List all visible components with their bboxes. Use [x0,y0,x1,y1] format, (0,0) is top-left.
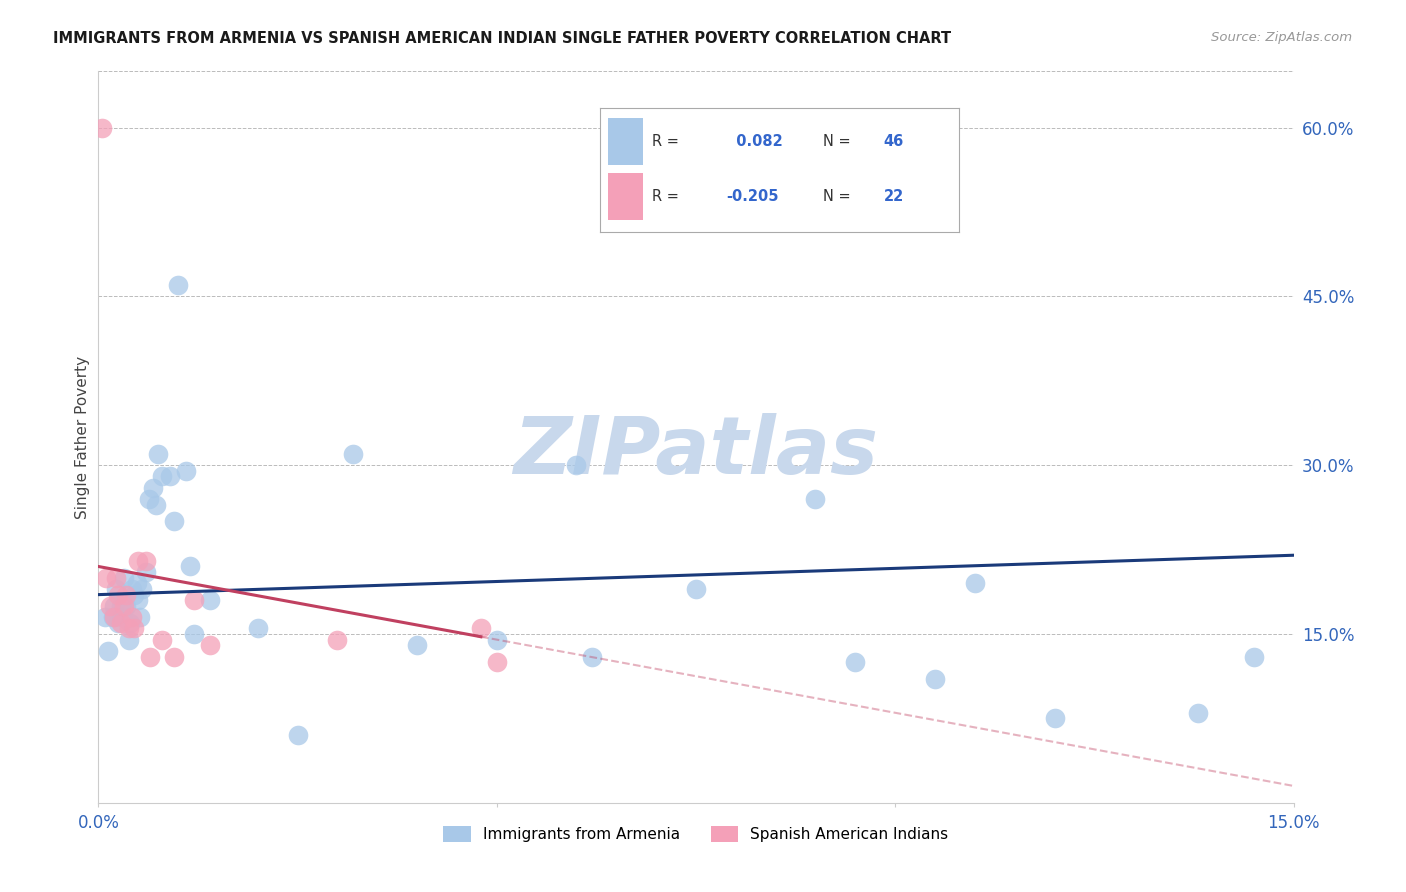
Point [103,610,125,624]
Point [124,621,146,635]
Point [104,571,127,585]
Point [183,627,205,641]
Point [107,615,129,630]
Point [91,120,114,135]
Point [924,672,946,686]
Point [246,621,269,635]
Point [131,582,153,596]
Point [163,515,186,529]
Text: IMMIGRANTS FROM ARMENIA VS SPANISH AMERICAN INDIAN SINGLE FATHER POVERTY CORRELA: IMMIGRANTS FROM ARMENIA VS SPANISH AMERI… [53,31,952,46]
Point [135,554,157,568]
Point [167,278,190,293]
Point [127,593,149,607]
Point [118,632,141,647]
Point [107,588,129,602]
Text: Source: ZipAtlas.com: Source: ZipAtlas.com [1212,31,1353,45]
Point [96,571,118,585]
Point [115,588,138,602]
Point [138,491,160,506]
Point [150,469,173,483]
Point [97,644,120,658]
Point [118,621,141,635]
Point [148,447,170,461]
Point [125,576,148,591]
Point [121,610,143,624]
Point [128,610,150,624]
Point [127,554,149,568]
Point [135,565,157,579]
Point [963,576,986,591]
Point [101,610,124,624]
Point [139,649,162,664]
Point [145,498,167,512]
Point [124,588,146,602]
Point [121,582,143,596]
Point [98,599,122,613]
Point [1043,711,1066,725]
Point [565,458,588,473]
Point [198,638,221,652]
Point [112,571,135,585]
Point [342,447,364,461]
Point [159,469,181,483]
Y-axis label: Single Father Poverty: Single Father Poverty [75,356,90,518]
Point [110,615,132,630]
Point [326,632,349,647]
Point [94,610,117,624]
Point [104,582,127,596]
Point [179,559,201,574]
Point [1243,649,1265,664]
Point [103,599,125,613]
Point [485,632,508,647]
Point [163,649,186,664]
Point [581,649,603,664]
Point [150,632,173,647]
Point [115,599,138,613]
Point [1187,706,1209,720]
Point [406,638,429,652]
Point [112,599,135,613]
Point [287,728,309,742]
Point [111,610,134,624]
Point [110,599,132,613]
Point [183,593,205,607]
Point [198,593,221,607]
Point [470,621,492,635]
Point [844,655,866,669]
Legend: Immigrants from Armenia, Spanish American Indians: Immigrants from Armenia, Spanish America… [436,819,956,850]
Point [804,491,827,506]
Point [142,481,165,495]
Point [485,655,508,669]
Point [685,582,707,596]
Text: ZIPatlas: ZIPatlas [513,413,879,491]
Point [120,615,142,630]
Point [174,464,197,478]
